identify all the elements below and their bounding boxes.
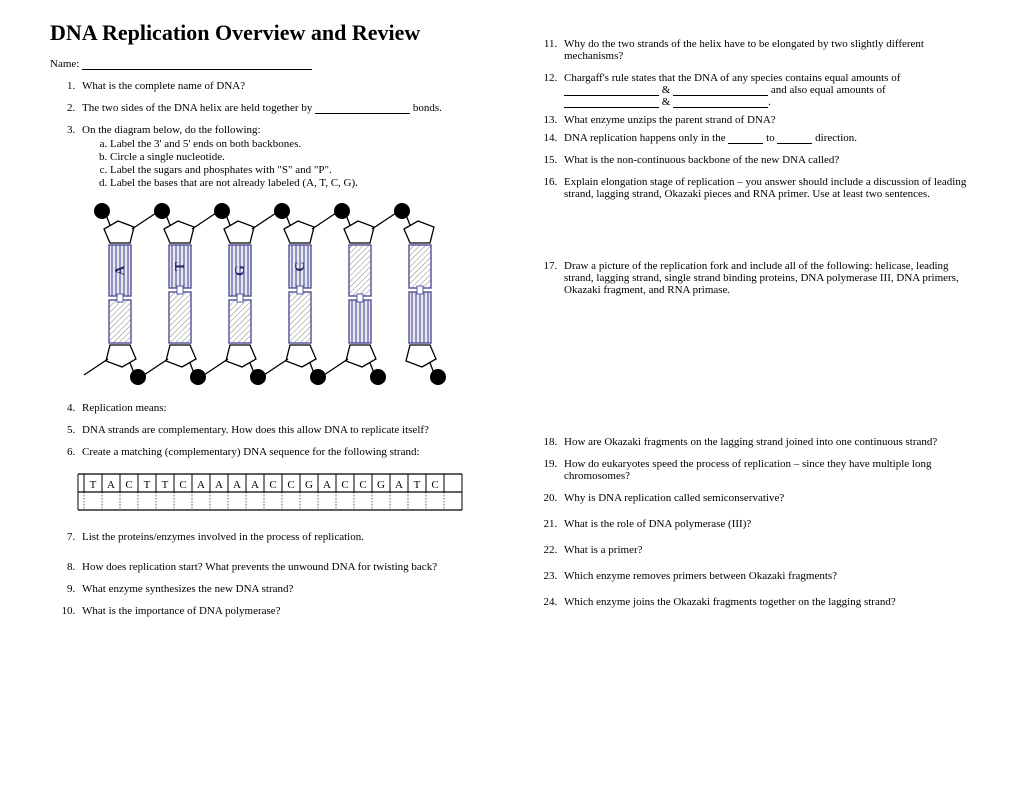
q14-mid: to <box>763 132 777 144</box>
q14-blank1[interactable] <box>728 133 763 144</box>
question-19: How do eukaryotes speed the process of r… <box>560 458 974 482</box>
question-14: DNA replication happens only in the to d… <box>560 132 974 144</box>
svg-text:G: G <box>233 265 248 276</box>
question-17: Draw a picture of the replication fork a… <box>560 260 974 296</box>
question-10: What is the importance of DNA polymerase… <box>78 605 492 617</box>
q2-blank[interactable] <box>315 103 410 114</box>
answer-space-17 <box>532 306 974 436</box>
question-9: What enzyme synthesizes the new DNA stra… <box>78 583 492 595</box>
svg-text:A: A <box>323 479 331 491</box>
svg-text:G: G <box>377 479 385 491</box>
svg-text:A: A <box>233 479 241 491</box>
name-blank[interactable] <box>82 59 312 70</box>
svg-text:C: C <box>431 479 438 491</box>
q12-post: . <box>768 96 771 108</box>
q14-pre: DNA replication happens only in the <box>564 132 728 144</box>
q12-blank4[interactable] <box>673 97 768 108</box>
left-question-list: What is the complete name of DNA? The tw… <box>50 80 492 189</box>
dna-structure-diagram: ATGC <box>70 199 492 392</box>
q12-blank3[interactable] <box>564 97 659 108</box>
question-24: Which enzyme joins the Okazaki fragments… <box>560 596 974 608</box>
name-field-row: Name: <box>50 58 492 70</box>
q3c: Label the sugars and phosphates with "S"… <box>110 164 492 176</box>
right-question-list: Why do the two strands of the helix have… <box>532 38 974 200</box>
svg-text:C: C <box>179 479 186 491</box>
svg-text:T: T <box>90 479 97 491</box>
page-title: DNA Replication Overview and Review <box>50 20 492 46</box>
svg-text:T: T <box>414 479 421 491</box>
question-23: Which enzyme removes primers between Oka… <box>560 570 974 582</box>
question-21: What is the role of DNA polymerase (III)… <box>560 518 974 530</box>
svg-text:A: A <box>113 265 128 276</box>
question-20: Why is DNA replication called semiconser… <box>560 492 974 504</box>
q3d: Label the bases that are not already lab… <box>110 177 492 189</box>
q14-post: direction. <box>812 132 857 144</box>
svg-text:A: A <box>215 479 223 491</box>
q12-blank2[interactable] <box>673 85 768 96</box>
q14-blank2[interactable] <box>777 133 812 144</box>
question-16: Explain elongation stage of replication … <box>560 176 974 200</box>
question-3: On the diagram below, do the following: … <box>78 124 492 189</box>
svg-text:C: C <box>269 479 276 491</box>
answer-space-16 <box>532 210 974 260</box>
left-question-list-2: Replication means: DNA strands are compl… <box>50 402 492 458</box>
question-15: What is the non-continuous backbone of t… <box>560 154 974 166</box>
dna-svg: ATGC <box>70 199 450 389</box>
svg-text:C: C <box>125 479 132 491</box>
seq-svg: TACTTCAAAACCGACCGATC <box>70 468 470 518</box>
svg-text:T: T <box>162 479 169 491</box>
question-12: Chargaff's rule states that the DNA of a… <box>560 72 974 108</box>
q12-blank1[interactable] <box>564 85 659 96</box>
q12-m2: and also equal amounts of <box>768 84 886 96</box>
svg-text:T: T <box>144 479 151 491</box>
svg-text:G: G <box>305 479 313 491</box>
q12-pre: Chargaff's rule states that the DNA of a… <box>564 72 900 84</box>
name-label: Name: <box>50 58 79 70</box>
dna-sequence-diagram: TACTTCAAAACCGACCGATC <box>70 468 492 521</box>
q12-m1: & <box>659 84 673 96</box>
svg-text:A: A <box>395 479 403 491</box>
q2-post: bonds. <box>410 102 442 114</box>
right-column: Why do the two strands of the helix have… <box>532 20 974 627</box>
q12-m3: & <box>659 96 673 108</box>
q3b: Circle a single nucleotide. <box>110 151 492 163</box>
question-1: What is the complete name of DNA? <box>78 80 492 92</box>
question-2: The two sides of the DNA helix are held … <box>78 102 492 114</box>
left-column: DNA Replication Overview and Review Name… <box>50 20 492 627</box>
q2-pre: The two sides of the DNA helix are held … <box>82 102 315 114</box>
svg-text:A: A <box>197 479 205 491</box>
question-4: Replication means: <box>78 402 492 414</box>
q3a: Label the 3' and 5' ends on both backbon… <box>110 138 492 150</box>
left-question-list-3: List the proteins/enzymes involved in th… <box>50 531 492 617</box>
svg-text:C: C <box>341 479 348 491</box>
question-6: Create a matching (complementary) DNA se… <box>78 446 492 458</box>
svg-text:C: C <box>293 261 308 271</box>
svg-text:C: C <box>287 479 294 491</box>
svg-text:A: A <box>251 479 259 491</box>
svg-text:T: T <box>173 261 188 271</box>
question-22: What is a primer? <box>560 544 974 556</box>
question-11: Why do the two strands of the helix have… <box>560 38 974 62</box>
svg-text:C: C <box>359 479 366 491</box>
question-13: What enzyme unzips the parent strand of … <box>560 114 974 126</box>
svg-text:A: A <box>107 479 115 491</box>
question-7: List the proteins/enzymes involved in th… <box>78 531 492 543</box>
right-question-list-2: Draw a picture of the replication fork a… <box>532 260 974 296</box>
q1-text: What is the complete name of DNA? <box>82 80 245 92</box>
page-container: DNA Replication Overview and Review Name… <box>50 20 974 627</box>
q3-intro: On the diagram below, do the following: <box>82 124 261 136</box>
question-8: How does replication start? What prevent… <box>78 561 492 573</box>
q3-sublist: Label the 3' and 5' ends on both backbon… <box>82 138 492 189</box>
right-question-list-3: How are Okazaki fragments on the lagging… <box>532 436 974 608</box>
question-5: DNA strands are complementary. How does … <box>78 424 492 436</box>
question-18: How are Okazaki fragments on the lagging… <box>560 436 974 448</box>
